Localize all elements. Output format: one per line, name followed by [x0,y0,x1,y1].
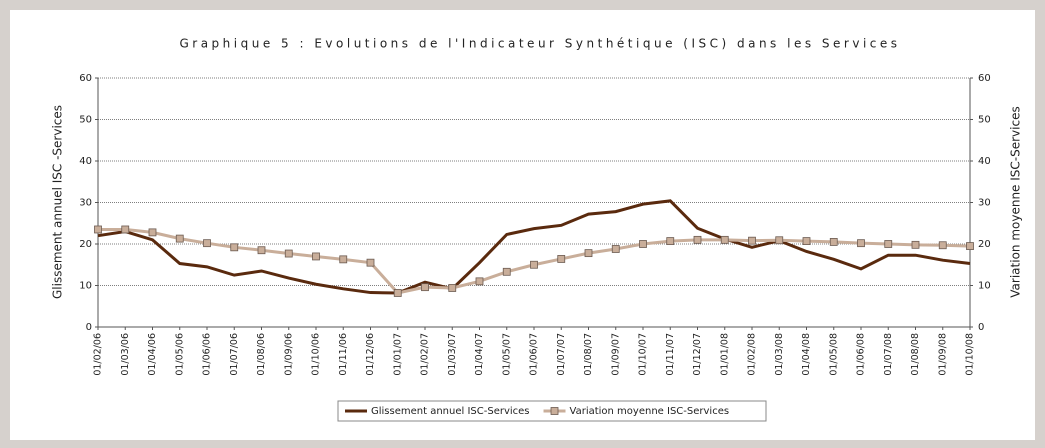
y-tick-label: 0 [86,322,92,333]
series-line [97,199,971,295]
frame [10,10,1035,440]
x-tick-label: 01/04/08 [801,333,812,376]
marker [857,239,865,248]
marker [121,225,130,234]
y-tick-label: 40 [79,156,92,167]
marker [611,245,620,253]
marker [911,240,920,249]
marker [230,243,239,252]
x-tick-label: 01/06/08 [856,333,867,376]
y2-tick-label: 40 [978,156,991,167]
marker [448,284,457,292]
marker [339,255,348,264]
marker [94,225,102,234]
marker [584,249,593,258]
marker [530,260,538,269]
y2-tick-label: 60 [978,73,991,84]
x-tick-label: 01/02/07 [420,333,431,376]
x-tick-label: 01/07/08 [883,333,894,376]
x-tick-label: 01/02/06 [93,333,104,376]
x-tick-label: 01/04/06 [147,333,158,376]
y-tick-label: 20 [79,239,92,250]
marker [775,236,784,245]
x-tick-label: 01/04/07 [474,333,485,376]
marker [148,228,157,237]
y2-tick-label: 30 [978,198,991,209]
x-tick-label: 01/10/08 [965,333,976,376]
marker [175,234,184,243]
y-axis-label: Glissement annuel ISC -Services [51,105,65,299]
x-tick-label: 01/01/07 [392,333,403,376]
x-tick-label: 01/12/06 [365,333,376,376]
x-tick-label: 01/03/07 [447,333,458,376]
x-tick-label: 01/10/07 [638,333,649,376]
x-tick-label: 01/03/06 [120,333,131,376]
marker [366,258,375,267]
chart-title: Graphique 5 : Evolutions de l'Indicateur… [179,37,900,51]
legend-marker [550,407,559,415]
legend-label: Glissement annuel ISC-Services [371,406,530,417]
marker [639,240,647,248]
marker [393,289,402,297]
x-tick-label: 01/05/07 [501,333,512,376]
x-tick-label: 01/11/06 [338,333,349,376]
x-tick-label: 01/09/07 [610,333,621,376]
y-tick-label: 30 [79,198,92,209]
y2-tick-label: 10 [978,281,991,292]
x-tick-label: 01/06/07 [529,333,540,376]
marker [938,241,947,250]
legend-label: Variation moyenne ISC-Services [570,406,730,417]
x-tick-label: 01/08/07 [583,333,594,376]
marker [257,246,266,255]
x-tick-label: 01/08/06 [256,333,267,376]
y2-tick-label: 20 [978,239,991,250]
x-tick-label: 01/09/08 [937,333,948,376]
x-tick-label: 01/02/08 [747,333,758,376]
y-tick-label: 50 [79,115,92,126]
marker [802,237,811,245]
marker [421,283,429,292]
x-tick-label: 01/12/07 [692,333,703,376]
x-tick-label: 01/03/08 [774,333,785,376]
x-tick-label: 01/07/07 [556,333,567,376]
marker [966,242,974,250]
y2-axis-label: Variation moyenne ISC-Services [1009,106,1023,297]
x-tick-label: 01/05/06 [174,333,185,376]
x-tick-label: 01/09/06 [283,333,294,376]
x-tick-label: 01/10/06 [311,333,322,376]
x-tick-label: 01/07/06 [229,333,240,376]
x-tick-label: 01/05/08 [828,333,839,376]
y2-tick-label: 0 [978,322,984,333]
marker [557,255,566,263]
x-tick-label: 01/08/08 [910,333,921,376]
x-tick-label: 01/01/08 [719,333,730,376]
y2-tick-label: 50 [978,115,991,126]
marker [203,239,211,248]
marker [884,240,893,248]
marker [312,252,320,261]
x-tick-label: 01/06/06 [202,333,213,376]
marker [502,267,511,276]
marker [693,235,702,244]
marker [829,238,838,246]
marker [748,236,756,245]
y-tick-label: 10 [79,281,92,292]
marker [284,249,293,258]
x-tick-label: 01/11/07 [665,333,676,376]
marker [720,235,729,244]
y-tick-label: 60 [79,73,92,84]
marker [475,277,484,286]
marker [666,237,675,245]
